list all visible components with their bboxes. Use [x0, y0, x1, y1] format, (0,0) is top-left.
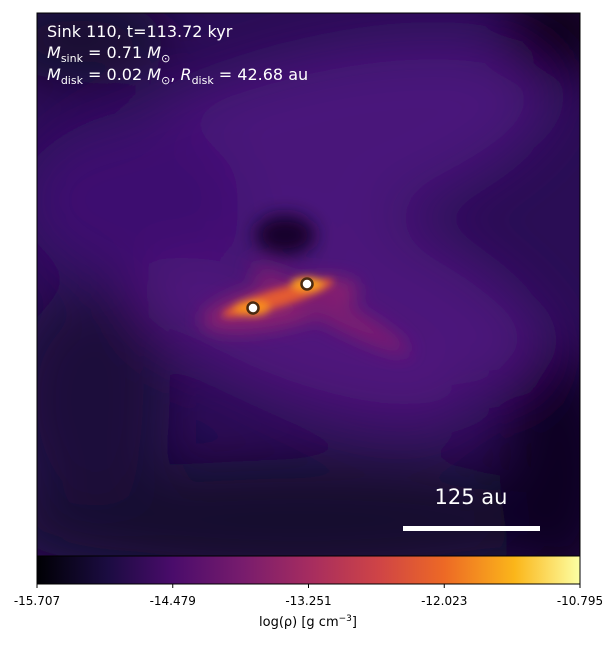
- scale-bar: [403, 526, 540, 531]
- sink-marker: [246, 301, 260, 315]
- colorbar-tick-label: -14.479: [150, 594, 196, 608]
- annotation: Msink = 0.71 M⊙: [47, 43, 170, 65]
- colorbar-label: log(ρ) [g cm−3]: [259, 614, 357, 630]
- colorbar-tick-label: -13.251: [285, 594, 331, 608]
- colorbar: [36, 555, 581, 585]
- annotation: Sink 110, t=113.72 kyr: [47, 22, 233, 41]
- sink-marker: [300, 277, 314, 291]
- colorbar-tick-label: -10.795: [557, 594, 603, 608]
- density-map: [37, 13, 580, 556]
- annotation: Mdisk = 0.02 M⊙, Rdisk = 42.68 au: [47, 65, 308, 87]
- scale-bar-label: 125 au: [435, 485, 508, 509]
- colorbar-tick-label: -12.023: [421, 594, 467, 608]
- colorbar-tick-label: -15.707: [14, 594, 60, 608]
